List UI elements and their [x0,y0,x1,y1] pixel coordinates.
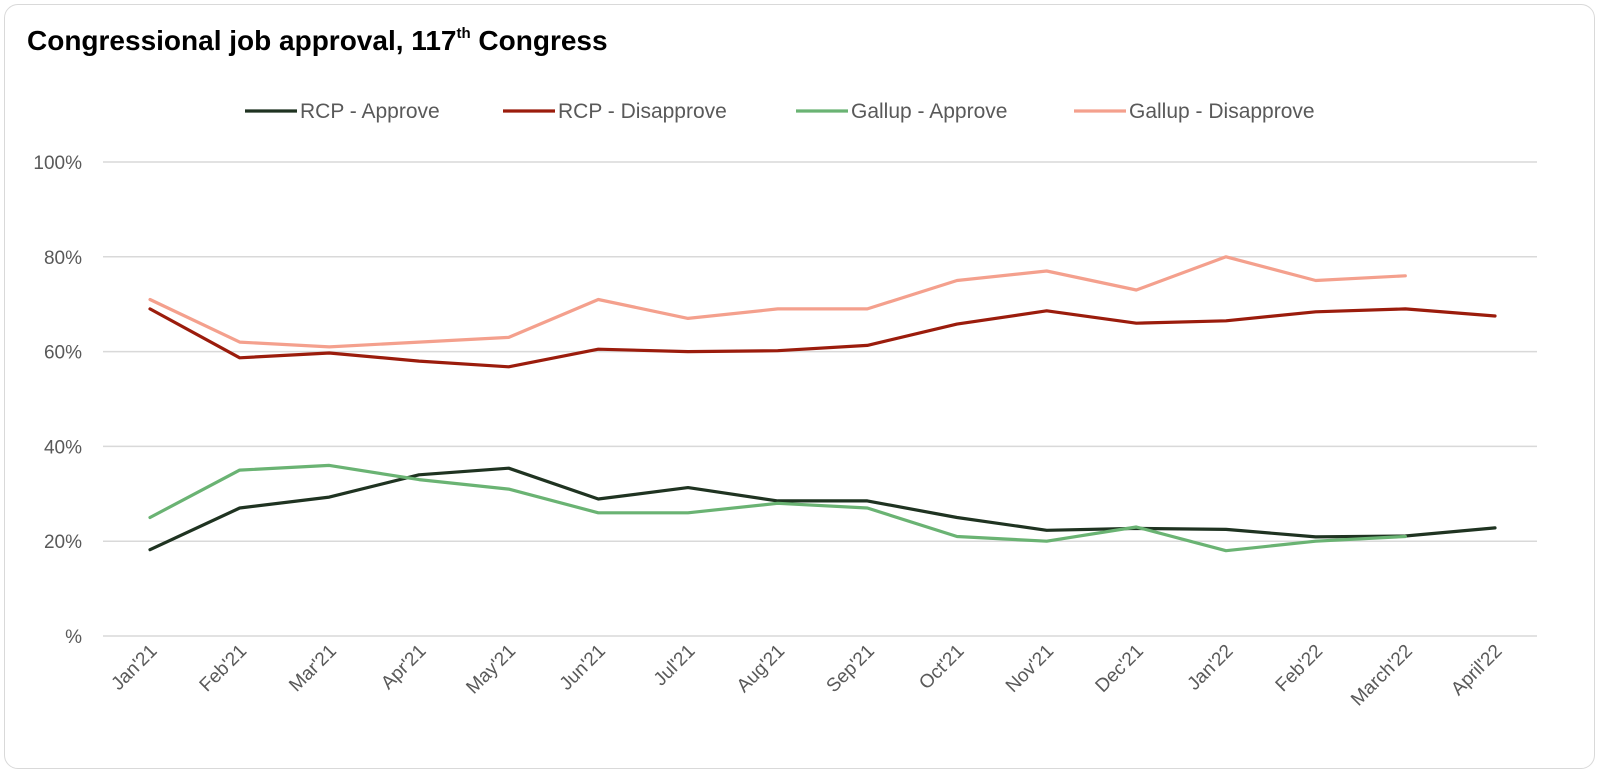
x-tick-label: Mar'21 [285,641,340,696]
x-tick-label: April'22 [1447,641,1506,700]
gridlines [103,161,1537,637]
x-tick-label: Dec'21 [1092,641,1148,697]
x-tick-label: Apr'21 [377,641,430,694]
series-line-rcp-approve [148,466,1497,552]
chart-title-main: Congressional job approval, 117 [27,25,457,56]
x-tick-label: March'22 [1347,641,1417,711]
chart-title: Congressional job approval, 117th Congre… [27,25,608,57]
x-axis-ticks: Jan'21 Feb'21 Mar'21 Apr'21 May'21 Jun'21 Jul'… [108,641,1507,711]
y-tick-label: 20% [44,532,82,553]
x-tick-label: Jan'22 [1184,641,1238,695]
series-lines [148,255,1497,553]
x-tick-label: Oct'21 [915,641,968,694]
x-tick-label: Jan'21 [108,641,162,695]
x-tick-label: Jul'21 [650,641,700,691]
y-tick-label: 80% [44,248,82,269]
x-tick-label: Sep'21 [823,641,879,697]
legend: RCP - Approve RCP - Disapprove Gallup - Ap… [245,100,1315,123]
y-tick-label: 100% [33,153,82,174]
x-tick-label: Aug'21 [733,641,789,697]
series-line-rcp-disapprove [148,307,1497,369]
x-tick-label: May'21 [462,641,520,699]
legend-label: RCP - Disapprove [558,100,727,123]
legend-label: RCP - Approve [300,100,440,123]
legend-label: Gallup - Disapprove [1129,100,1315,123]
y-tick-label: 40% [44,437,82,458]
chart-card: Congressional job approval, 117th Congre… [4,4,1595,769]
chart-title-end: Congress [470,25,608,56]
series-line-gallup-disapprove [148,255,1407,349]
x-tick-label: Nov'21 [1002,641,1058,697]
x-tick-label: Jun'21 [556,641,610,695]
x-tick-label: Feb'21 [196,641,252,697]
legend-label: Gallup - Approve [851,100,1007,123]
y-tick-label: 60% [44,343,82,364]
y-axis-ticks: % 20% 40% 60% 80% 100% [33,153,82,648]
y-tick-label: % [65,627,82,648]
series-line-gallup-approve [148,463,1407,553]
x-tick-label: Feb'22 [1272,641,1328,697]
chart-title-superscript: th [456,24,471,42]
